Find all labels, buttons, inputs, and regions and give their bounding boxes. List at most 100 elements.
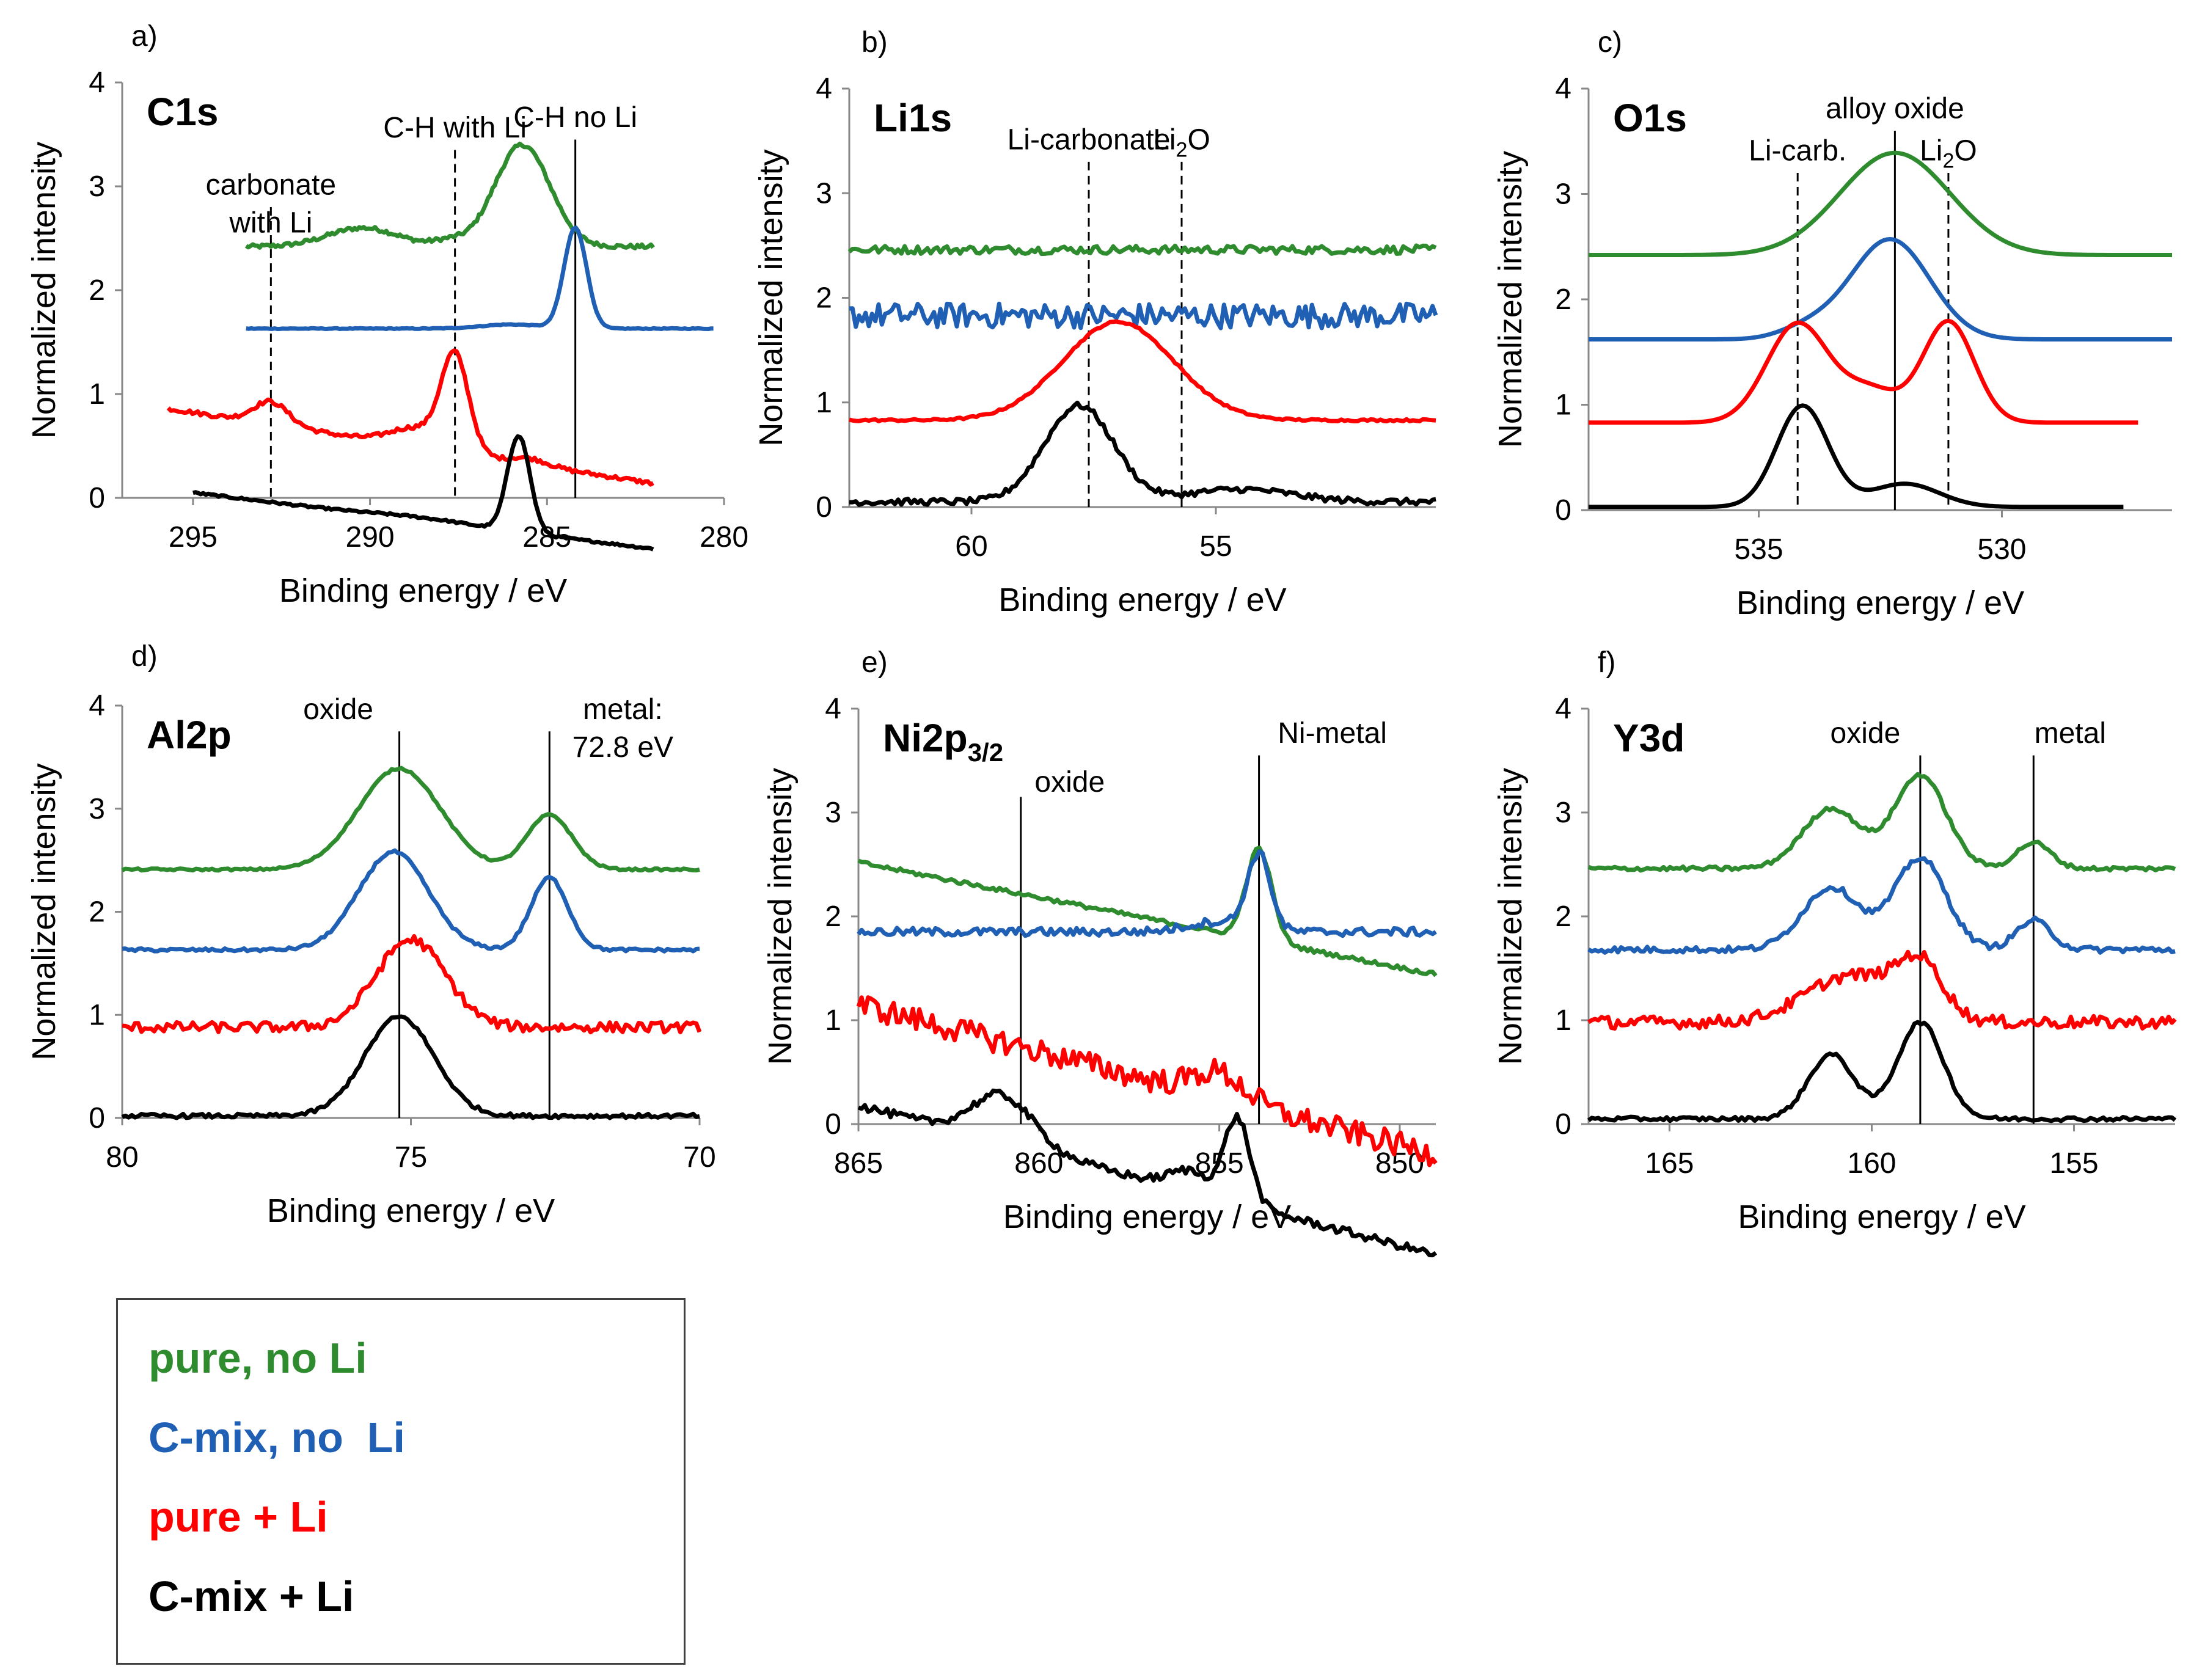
series-line-pure-li [122, 934, 702, 1035]
annotation-label: Li-carbonate [1008, 123, 1171, 156]
y-axis-label: Normalized intensity [26, 142, 62, 439]
legend-entry-pure-no-li: pure, no Li [148, 1334, 367, 1382]
x-tick-label: 55 [1199, 530, 1232, 563]
x-tick-label: 860 [1014, 1147, 1063, 1180]
annotation-label: C-H with Li [383, 112, 527, 144]
y-tick-label: 2 [816, 282, 832, 315]
series-line-c-mix-li [121, 1014, 700, 1120]
annotation-label: alloy oxide [1826, 92, 1964, 125]
x-axis-label: Binding energy / eV [998, 582, 1286, 618]
chart-title: O1s [1613, 96, 1687, 140]
chart-panel-2: b) 0 1 2 3 4 60 55 Binding energy / eV Normalized… [753, 26, 1438, 618]
series-line-pure-no-li [847, 243, 1437, 257]
x-tick-label: 865 [834, 1147, 883, 1180]
series-line-pure-li [1587, 949, 2177, 1031]
chart-title-subscript: 3/2 [968, 738, 1003, 767]
series-line-pure-li [166, 348, 654, 487]
y-tick-label: 3 [816, 177, 832, 210]
y-axis-label: Normalized intensity [1492, 151, 1529, 448]
y-tick-label: 1 [825, 1004, 841, 1037]
annotation-label: oxide [303, 693, 373, 726]
annotation-label: Li-carb. [1749, 134, 1846, 167]
chart-title: C1s [147, 90, 218, 134]
y-tick-label: 3 [89, 793, 105, 825]
y-tick-label: 0 [1555, 1108, 1571, 1141]
y-tick-label: 1 [816, 387, 832, 419]
y-tick-label: 2 [89, 896, 105, 929]
y-tick-label: 3 [1555, 797, 1571, 829]
x-tick-label: 75 [395, 1141, 427, 1174]
y-tick-label: 1 [1555, 1004, 1571, 1037]
chart-title: Li1s [874, 96, 952, 140]
series-line-c-mix-no-li [122, 848, 700, 954]
series-line-c-mix-no-li [849, 301, 1438, 331]
annotation-label: Li2O [1153, 123, 1210, 161]
x-tick-label: 155 [2049, 1147, 2098, 1180]
series-line-c-mix-li [1587, 1020, 2177, 1123]
y-tick-label: 0 [816, 491, 832, 524]
annotation-label-line2: with Li [229, 207, 312, 239]
annotation-suffix: O [1954, 134, 1977, 167]
annotation-subscript: 2 [1176, 138, 1188, 161]
annotation-label: carbonate [206, 169, 337, 202]
chart-panel-4: d) 0 1 2 3 4 80 75 70 Binding energy / eV Normaliz… [26, 640, 716, 1229]
y-axis-label: Normalized intensity [762, 768, 799, 1065]
y-axis-label: Normalized intensity [26, 763, 62, 1060]
series-line-c-mix-no-li [246, 225, 714, 331]
series-line-pure-li [849, 319, 1436, 423]
x-tick-label: 530 [1977, 533, 2026, 566]
chart-panel-6: f) 0 1 2 3 4 165 160 155 Binding energy / eV Norma… [1492, 646, 2177, 1235]
chart-title: Al2p [147, 713, 232, 757]
y-tick-label: 0 [89, 482, 105, 514]
annotation-suffix: O [1187, 123, 1210, 156]
y-tick-label: 2 [1555, 283, 1571, 316]
series-line-pure-no-li [857, 845, 1438, 977]
y-tick-label: 3 [89, 170, 105, 203]
x-tick-label: 80 [106, 1141, 138, 1174]
chart-title: Ni2p3/2 [883, 716, 1003, 767]
panel-label: a) [131, 20, 158, 53]
y-tick-label: 4 [1555, 73, 1571, 105]
annotation-label: metal [2035, 717, 2106, 750]
y-tick-label: 3 [1555, 178, 1571, 211]
x-tick-label: 535 [1734, 533, 1783, 566]
y-tick-label: 2 [89, 274, 105, 307]
y-tick-label: 1 [89, 999, 105, 1031]
y-tick-label: 2 [1555, 900, 1571, 933]
y-tick-label: 1 [1555, 389, 1571, 422]
legend-entry-pure-li: pure + Li [148, 1493, 328, 1541]
series-line-pure-no-li [244, 141, 655, 250]
x-axis-label: Binding energy / eV [267, 1192, 555, 1229]
series-line-c-mix-no-li [857, 849, 1437, 938]
series-line-c-mix-no-li [1589, 237, 2172, 341]
y-tick-label: 1 [89, 378, 105, 411]
series-line-pure-li [1589, 318, 2138, 425]
series-line-pure-li [856, 995, 1438, 1167]
x-tick-label: 295 [169, 521, 218, 553]
chart-panel-3: c) 0 1 2 3 4 535 530 Binding energy / eV Normaliz… [1492, 26, 2172, 621]
series-line-c-mix-li [857, 1088, 1438, 1258]
y-tick-label: 4 [1555, 693, 1571, 725]
y-tick-label: 4 [89, 690, 105, 722]
x-tick-label: 160 [1847, 1147, 1896, 1180]
series-line-pure-no-li [1587, 772, 2176, 873]
y-axis-label: Normalized intensity [1492, 768, 1529, 1065]
y-tick-label: 0 [1555, 494, 1571, 527]
panel-label: d) [131, 640, 158, 673]
legend-entry-cmix-li: C-mix + Li [148, 1572, 354, 1620]
y-tick-label: 0 [825, 1108, 841, 1141]
annotation-label: Ni-metal [1278, 717, 1387, 750]
y-tick-label: 4 [816, 73, 832, 105]
annotation-label-line2: 72.8 eV [572, 731, 673, 764]
x-tick-label: 165 [1645, 1147, 1694, 1180]
x-tick-label: 280 [700, 521, 748, 553]
annotation-label: oxide [1034, 766, 1105, 798]
x-axis-label: Binding energy / eV [1736, 585, 2024, 621]
chart-title: Y3d [1613, 716, 1684, 760]
x-axis-label: Binding energy / eV [1738, 1199, 2025, 1235]
series-line-pure-no-li [121, 765, 700, 873]
panel-label: b) [861, 26, 888, 59]
series-line-c-mix-li [849, 400, 1436, 507]
series-line-c-mix-li [1589, 403, 2124, 509]
